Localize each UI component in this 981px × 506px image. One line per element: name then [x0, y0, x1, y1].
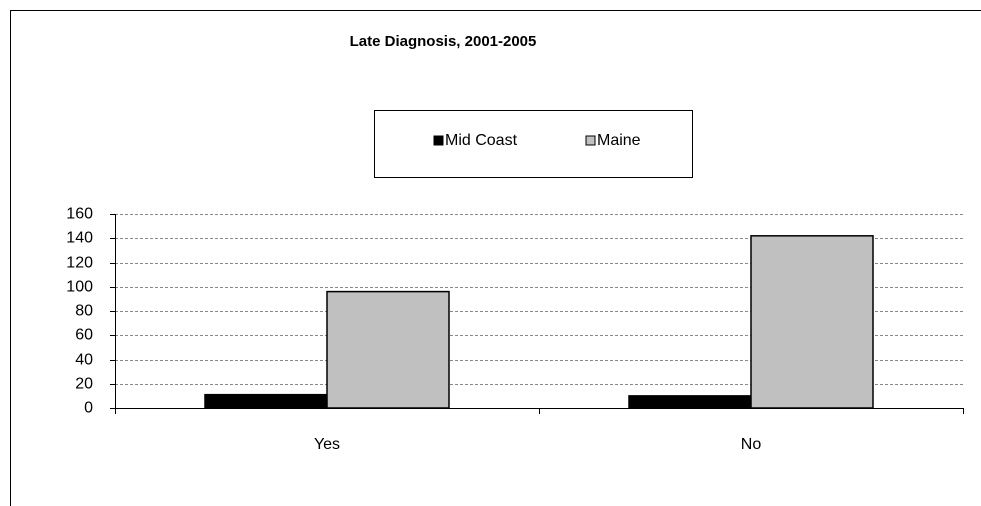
legend-swatch [433, 135, 444, 146]
bar [326, 290, 450, 409]
y-tick-label: 60 [75, 327, 93, 344]
legend-box [374, 110, 693, 178]
bar [628, 395, 752, 409]
chart-title: Late Diagnosis, 2001-2005 [350, 33, 537, 50]
bar [204, 393, 328, 409]
y-tick-label: 120 [66, 255, 93, 272]
y-tick-label: 20 [75, 376, 93, 393]
y-tick-label: 100 [66, 279, 93, 296]
y-tick-label: 140 [66, 230, 93, 247]
legend-label: Maine [597, 132, 641, 149]
x-tick-label: No [741, 436, 762, 453]
legend-label: Mid Coast [445, 132, 518, 149]
y-tick-label: 80 [75, 303, 93, 320]
legend-swatch [585, 135, 596, 146]
x-tick-label: Yes [314, 436, 340, 453]
y-tick-label: 160 [66, 206, 93, 223]
y-tick-label: 40 [75, 352, 93, 369]
y-tick-label: 0 [84, 400, 93, 417]
chart-frame [10, 10, 981, 506]
bar [750, 235, 874, 409]
